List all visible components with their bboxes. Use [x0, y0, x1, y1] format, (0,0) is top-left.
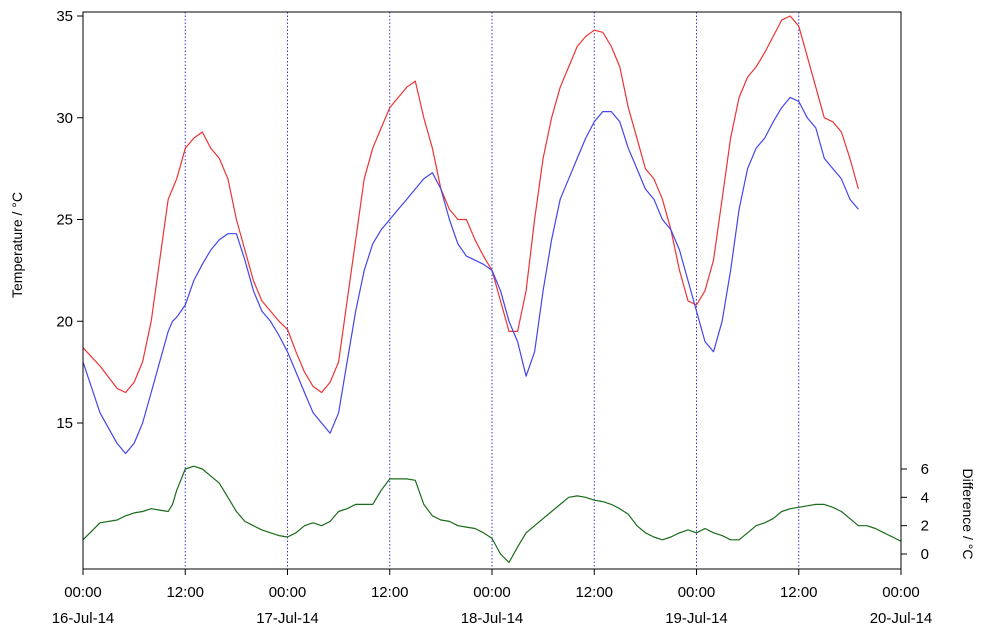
x-tick-time-label: 12:00 — [780, 584, 818, 601]
left-tick-label: 30 — [56, 110, 73, 127]
x-tick-date-label: 19-Jul-14 — [665, 610, 728, 627]
x-tick-time-label: 00:00 — [269, 584, 307, 601]
series-line-1 — [82, 15, 859, 394]
right-tick-label: 6 — [921, 461, 929, 478]
right-tick-label: 0 — [921, 546, 929, 563]
x-tick-time-label: 12:00 — [575, 584, 613, 601]
x-tick-time-label: 12:00 — [371, 584, 409, 601]
x-tick-date-label: 17-Jul-14 — [256, 610, 319, 627]
right-y-axis: 0 2 4 6 — [900, 461, 929, 563]
right-axis-label: Difference / °C — [960, 469, 976, 560]
left-y-axis: 15 20 25 30 35 — [56, 8, 83, 432]
x-tick-time-label: 00:00 — [64, 584, 102, 601]
x-tick-time-label: 00:00 — [882, 584, 920, 601]
left-axis-label: Temperature / °C — [9, 192, 25, 298]
right-tick-label: 2 — [921, 518, 929, 535]
left-tick-label: 15 — [56, 415, 73, 432]
x-tick-time-label: 12:00 — [166, 584, 204, 601]
x-tick-time-label: 00:00 — [473, 584, 511, 601]
series-lines — [82, 15, 902, 564]
x-tick-date-label: 20-Jul-14 — [870, 610, 933, 627]
left-tick-label: 20 — [56, 313, 73, 330]
x-tick-date-label: 16-Jul-14 — [52, 610, 115, 627]
x-tick-time-label: 00:00 — [678, 584, 716, 601]
x-axis: 00:00 16-Jul-14 12:00 00:00 17-Jul-14 12:00 00… — [52, 569, 933, 627]
series-line-3 — [82, 465, 902, 564]
right-tick-label: 4 — [921, 489, 929, 506]
left-tick-label: 25 — [56, 212, 73, 229]
series-line-2 — [82, 96, 859, 455]
left-tick-label: 35 — [56, 8, 73, 25]
vertical-gridlines — [184, 12, 800, 569]
x-tick-date-label: 18-Jul-14 — [461, 610, 524, 627]
